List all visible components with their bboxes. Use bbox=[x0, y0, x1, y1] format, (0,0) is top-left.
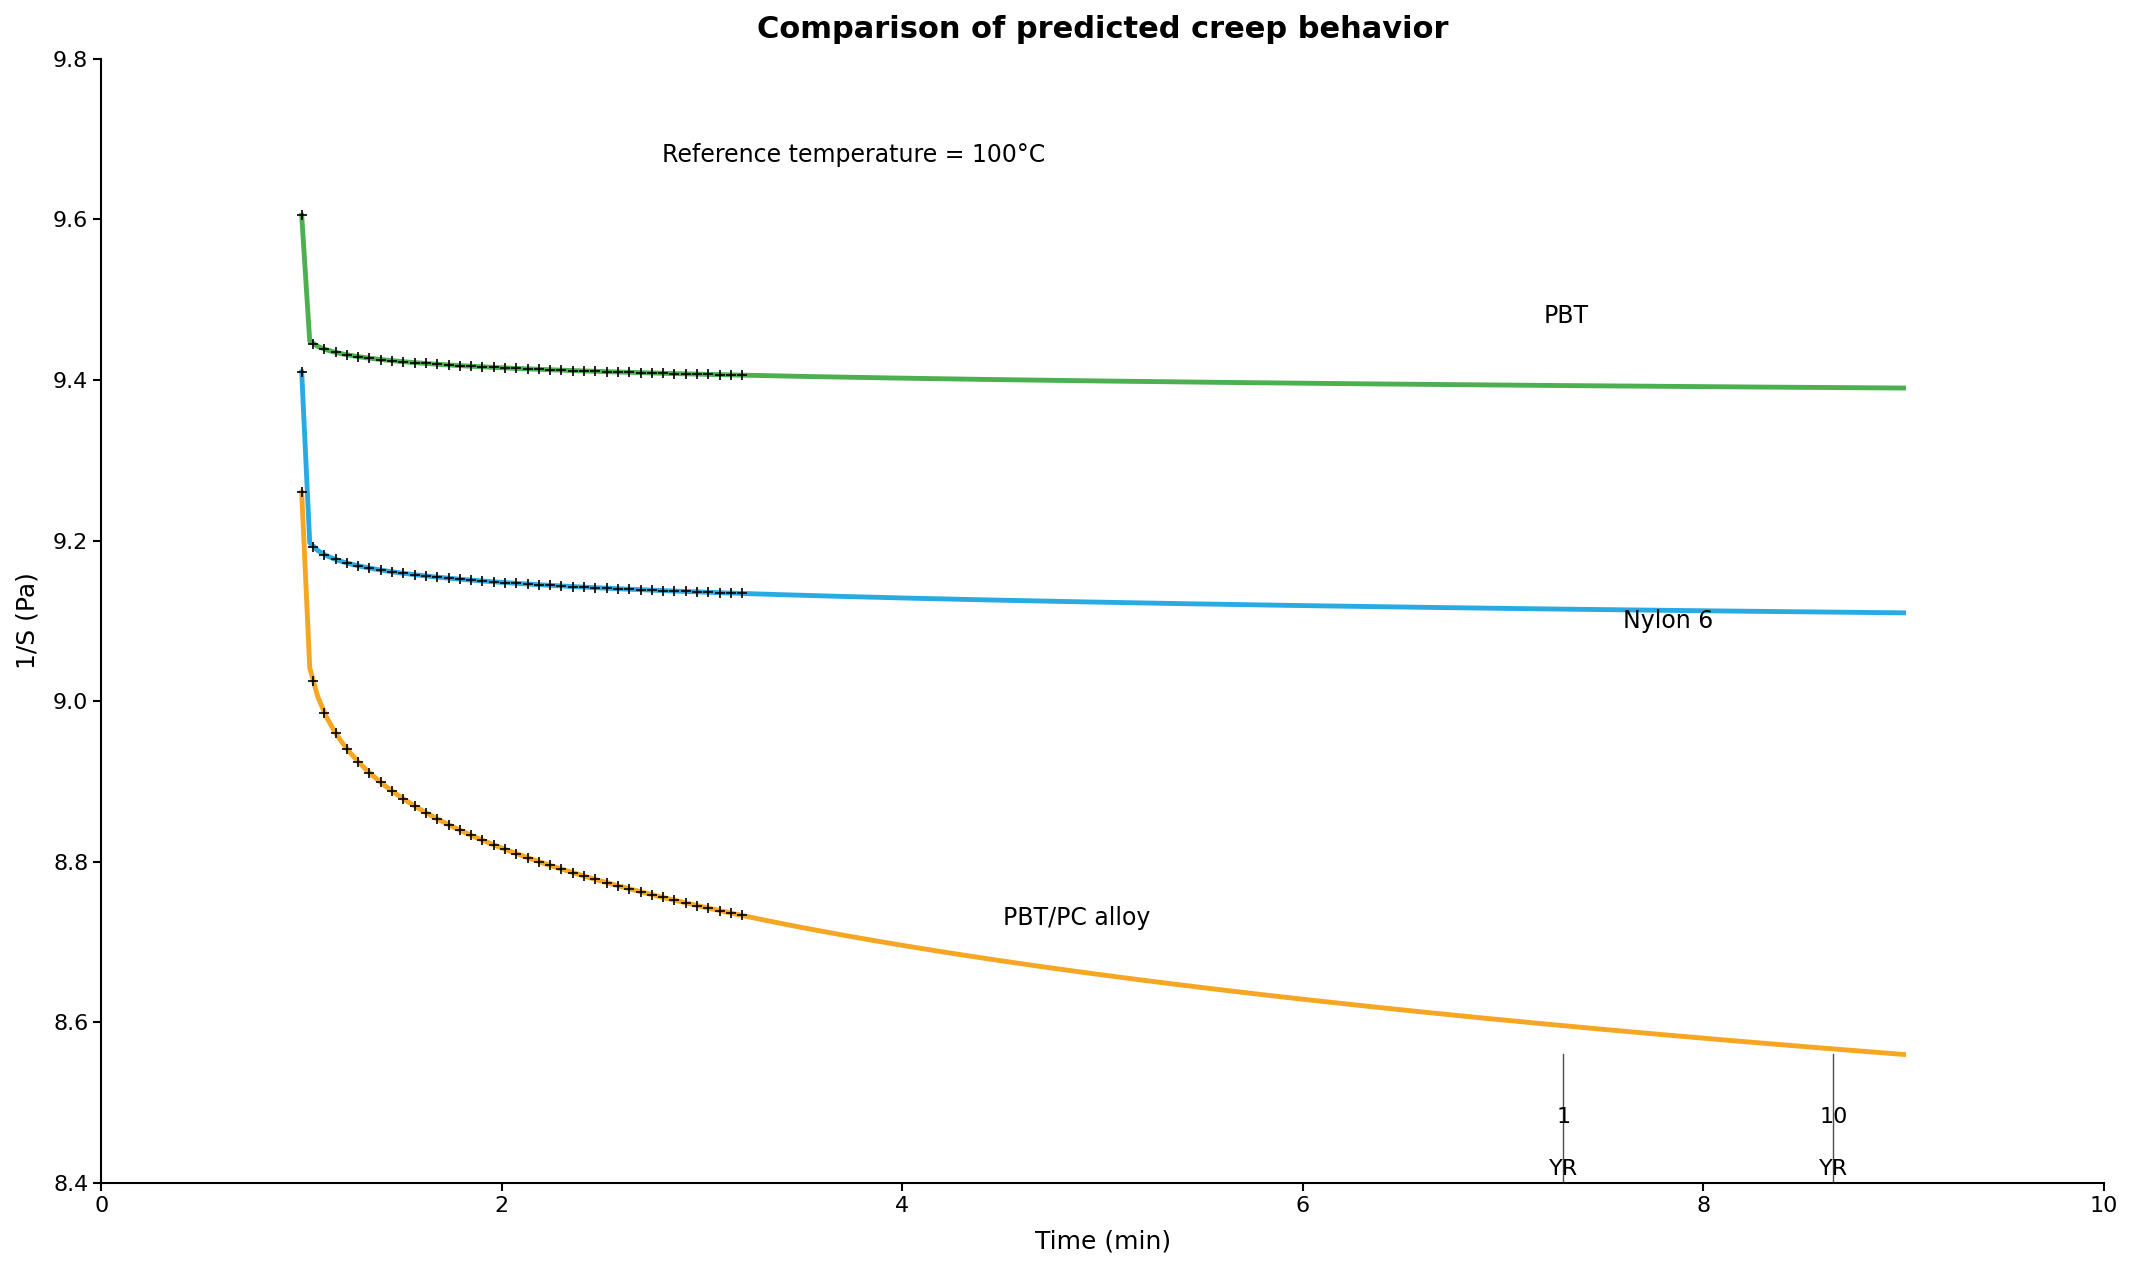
X-axis label: Time (min): Time (min) bbox=[1035, 1230, 1171, 1254]
Y-axis label: 1/S (Pa): 1/S (Pa) bbox=[15, 572, 38, 669]
Text: Reference temperature = 100°C: Reference temperature = 100°C bbox=[661, 143, 1045, 168]
Text: 1: 1 bbox=[1557, 1107, 1570, 1127]
Text: Nylon 6: Nylon 6 bbox=[1623, 609, 1713, 633]
Text: YR: YR bbox=[1549, 1159, 1578, 1179]
Text: 10: 10 bbox=[1819, 1107, 1847, 1127]
Text: YR: YR bbox=[1819, 1159, 1847, 1179]
Text: PBT: PBT bbox=[1542, 303, 1589, 327]
Title: Comparison of predicted creep behavior: Comparison of predicted creep behavior bbox=[757, 15, 1448, 44]
Text: PBT/PC alloy: PBT/PC alloy bbox=[1003, 906, 1150, 930]
